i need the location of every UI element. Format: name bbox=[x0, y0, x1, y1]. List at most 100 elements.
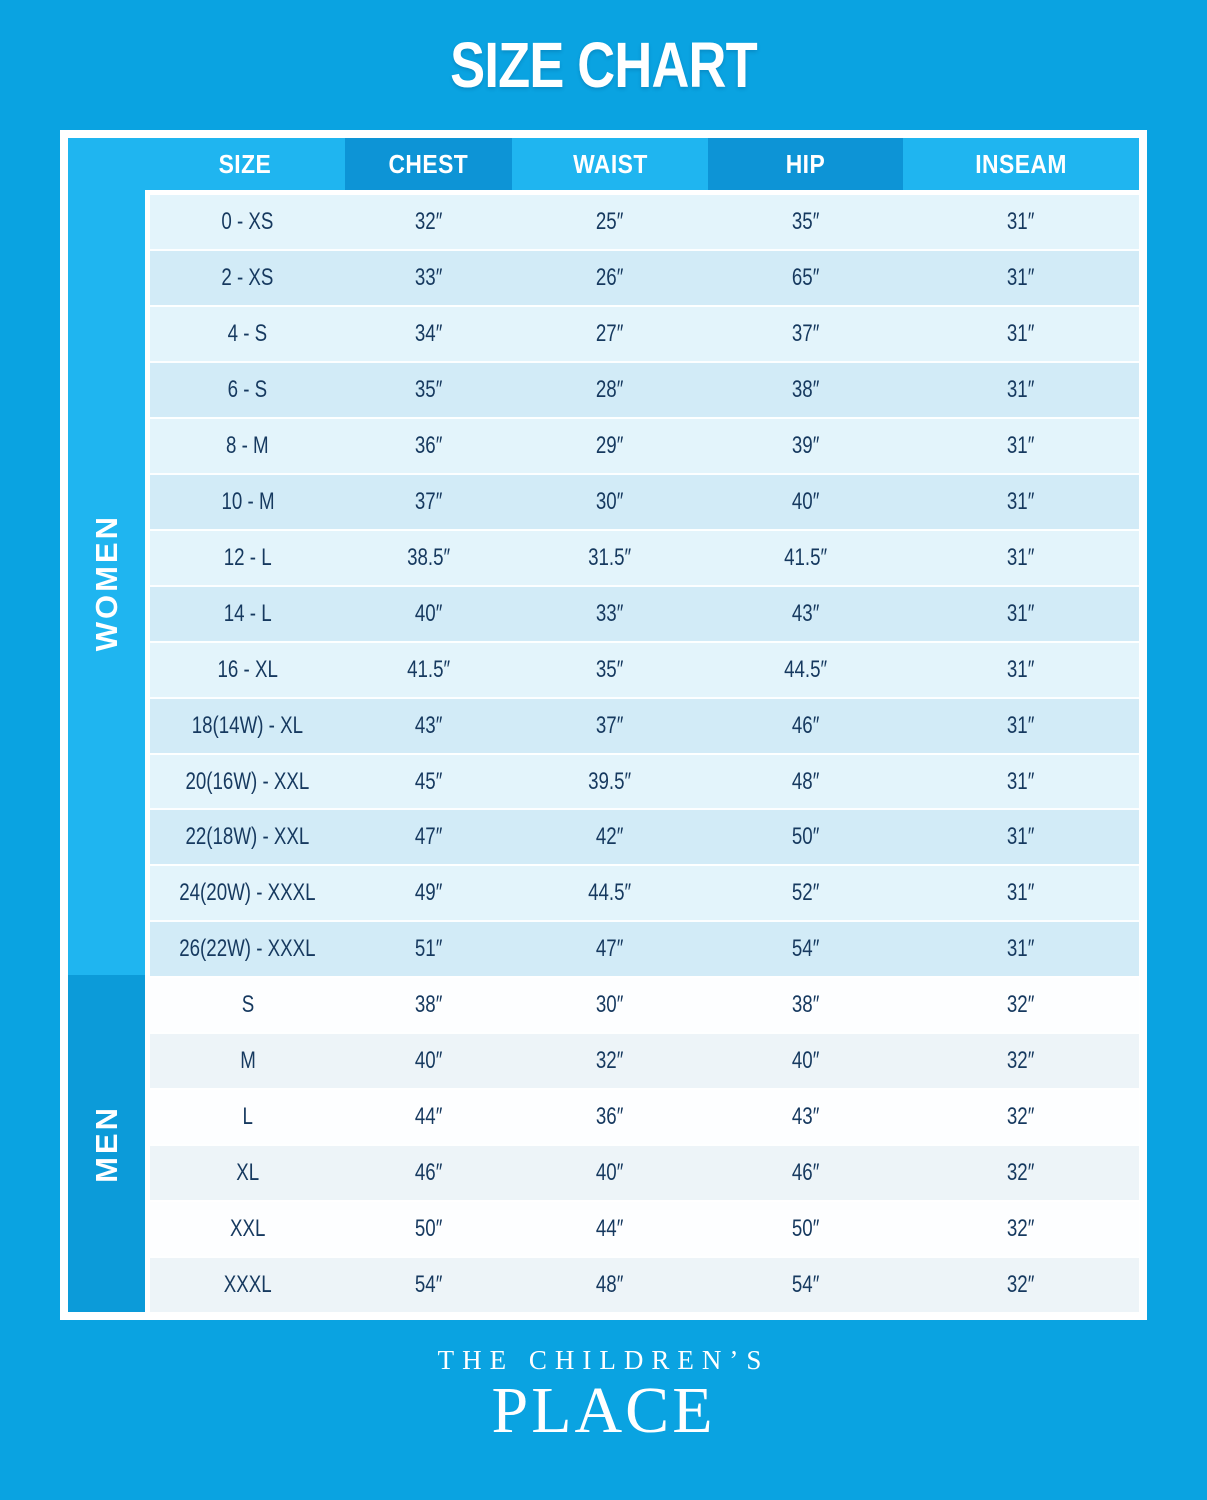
cell-size-value: 10 - M bbox=[220, 487, 275, 515]
cell-waist-value: 42″ bbox=[596, 823, 624, 851]
cell-hip: 50″ bbox=[708, 1202, 903, 1256]
column-header-chest: CHEST bbox=[345, 138, 513, 190]
table-header: SIZE CHEST WAIST HIP INSEAM bbox=[68, 138, 1139, 190]
cell-waist: 33″ bbox=[512, 587, 708, 641]
cell-inseam: 32″ bbox=[903, 978, 1139, 1032]
cell-waist-value: 36″ bbox=[596, 1103, 624, 1131]
cell-hip-value: 44.5″ bbox=[784, 655, 828, 683]
cell-chest: 44″ bbox=[345, 1090, 512, 1144]
cell-hip-value: 41.5″ bbox=[784, 543, 828, 571]
cell-hip-value: 40″ bbox=[791, 487, 820, 515]
cell-chest-value: 44″ bbox=[414, 1103, 443, 1131]
cell-inseam-value: 31″ bbox=[1007, 599, 1035, 627]
cell-waist-value: 40″ bbox=[596, 1159, 624, 1187]
cell-hip: 54″ bbox=[708, 922, 903, 976]
cell-size-value: 4 - S bbox=[227, 319, 268, 347]
cell-waist-value: 48″ bbox=[596, 1271, 624, 1299]
cell-size-value: 22(18W) - XXL bbox=[185, 823, 310, 851]
cell-inseam-value: 31″ bbox=[1007, 263, 1035, 291]
cell-hip: 44.5″ bbox=[708, 643, 903, 697]
cell-waist-value: 37″ bbox=[596, 711, 624, 739]
cell-hip: 37″ bbox=[708, 307, 903, 361]
cell-size: 4 - S bbox=[150, 307, 345, 361]
cell-waist: 30″ bbox=[512, 978, 708, 1032]
cell-inseam-value: 31″ bbox=[1007, 319, 1035, 347]
table-row: XXL 50″ 44″ 50″ 32″ bbox=[150, 1200, 1139, 1257]
cell-hip-value: 46″ bbox=[791, 1159, 820, 1187]
cell-inseam: 31″ bbox=[903, 810, 1139, 864]
cell-waist-value: 28″ bbox=[596, 375, 624, 403]
cell-waist-value: 44.5″ bbox=[588, 879, 632, 907]
cell-size: 22(18W) - XXL bbox=[150, 810, 345, 864]
cell-chest-value: 37″ bbox=[414, 487, 443, 515]
cell-waist: 42″ bbox=[512, 810, 708, 864]
cell-size: 20(16W) - XXL bbox=[150, 755, 345, 809]
column-header-inseam: INSEAM bbox=[903, 138, 1139, 190]
cell-size-value: 14 - L bbox=[223, 599, 272, 627]
cell-size-value: 0 - XS bbox=[221, 207, 274, 235]
cell-chest: 40″ bbox=[345, 587, 512, 641]
cell-chest: 32″ bbox=[345, 195, 512, 249]
section-sidebar: WOMEN MEN bbox=[68, 190, 145, 1312]
cell-chest-value: 43″ bbox=[414, 711, 443, 739]
cell-chest: 47″ bbox=[345, 810, 512, 864]
section-block-men: MEN bbox=[68, 975, 145, 1312]
cell-inseam-value: 31″ bbox=[1007, 767, 1035, 795]
cell-inseam: 32″ bbox=[903, 1202, 1139, 1256]
table-body: 0 - XS 32″ 25″ 35″ 31″ 2 - XS 33″ 26″ 65″ 31″ 4 - … bbox=[145, 190, 1139, 1313]
cell-inseam-value: 31″ bbox=[1007, 823, 1035, 851]
cell-waist: 35″ bbox=[512, 643, 708, 697]
cell-size: 26(22W) - XXXL bbox=[150, 922, 345, 976]
cell-size-value: XXXL bbox=[223, 1271, 272, 1299]
cell-hip-value: 35″ bbox=[791, 207, 820, 235]
cell-inseam: 31″ bbox=[903, 587, 1139, 641]
cell-waist: 25″ bbox=[512, 195, 708, 249]
cell-hip-value: 38″ bbox=[791, 991, 820, 1019]
cell-size-value: XL bbox=[236, 1159, 259, 1187]
cell-inseam: 31″ bbox=[903, 363, 1139, 417]
table-row: 6 - S 35″ 28″ 38″ 31″ bbox=[150, 360, 1139, 417]
table-row: 18(14W) - XL 43″ 37″ 46″ 31″ bbox=[150, 696, 1139, 753]
cell-inseam: 31″ bbox=[903, 922, 1139, 976]
cell-inseam: 31″ bbox=[903, 531, 1139, 585]
cell-hip-value: 54″ bbox=[791, 1271, 820, 1299]
cell-chest-value: 34″ bbox=[414, 319, 443, 347]
cell-waist-value: 39.5″ bbox=[588, 767, 632, 795]
cell-size-value: 20(16W) - XXL bbox=[185, 767, 310, 795]
cell-waist: 47″ bbox=[512, 922, 708, 976]
table-row: L 44″ 36″ 43″ 32″ bbox=[150, 1088, 1139, 1145]
table-row: 2 - XS 33″ 26″ 65″ 31″ bbox=[150, 248, 1139, 305]
cell-size: 8 - M bbox=[150, 419, 345, 473]
cell-chest-value: 35″ bbox=[414, 375, 443, 403]
cell-size: 10 - M bbox=[150, 475, 345, 529]
column-header-chest-label: CHEST bbox=[388, 148, 469, 179]
cell-inseam: 31″ bbox=[903, 419, 1139, 473]
page-title: SIZE CHART bbox=[450, 29, 758, 101]
cell-waist: 44″ bbox=[512, 1202, 708, 1256]
cell-chest-value: 50″ bbox=[414, 1215, 443, 1243]
cell-inseam: 32″ bbox=[903, 1258, 1139, 1312]
cell-size: 18(14W) - XL bbox=[150, 699, 345, 753]
cell-size: S bbox=[150, 978, 345, 1032]
column-header-waist: WAIST bbox=[512, 138, 709, 190]
cell-size: 0 - XS bbox=[150, 195, 345, 249]
cell-size: 6 - S bbox=[150, 363, 345, 417]
cell-hip-value: 46″ bbox=[791, 711, 820, 739]
cell-size-value: 16 - XL bbox=[217, 655, 278, 683]
cell-size-value: XXL bbox=[229, 1215, 266, 1243]
cell-hip-value: 37″ bbox=[791, 319, 820, 347]
cell-inseam-value: 31″ bbox=[1007, 935, 1035, 963]
section-block-women: WOMEN bbox=[68, 190, 145, 976]
cell-chest-value: 41.5″ bbox=[406, 655, 451, 683]
cell-chest: 33″ bbox=[345, 251, 512, 305]
cell-hip: 38″ bbox=[708, 363, 903, 417]
cell-waist: 30″ bbox=[512, 475, 708, 529]
cell-hip: 65″ bbox=[708, 251, 903, 305]
column-header-hip-label: HIP bbox=[785, 148, 826, 179]
cell-waist: 29″ bbox=[512, 419, 708, 473]
cell-inseam: 31″ bbox=[903, 475, 1139, 529]
cell-size-value: 26(22W) - XXXL bbox=[179, 935, 316, 963]
cell-hip: 48″ bbox=[708, 755, 903, 809]
table-row: 20(16W) - XXL 45″ 39.5″ 48″ 31″ bbox=[150, 752, 1139, 809]
cell-size: L bbox=[150, 1090, 345, 1144]
